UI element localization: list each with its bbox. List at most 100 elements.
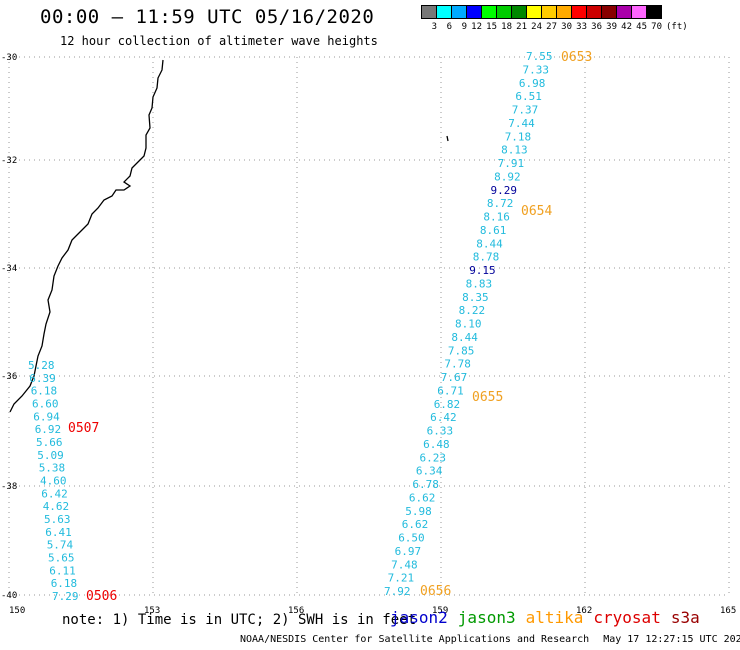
lon-tick-label: 150 [9,606,25,616]
wave-height-label: 9.29 [491,184,518,197]
wave-height-label: 8.22 [459,304,486,317]
wave-height-label: 8.61 [480,224,507,237]
satellite-legend: jason2 jason3 altika cryosat s3a [390,608,710,627]
legend-label: 27 [546,22,557,32]
legend-label: 36 [591,22,602,32]
legend-label: 18 [501,22,512,32]
wave-height-label: 6.97 [395,545,422,558]
legend-unit: (ft) [666,22,688,32]
wave-height-label: 6.51 [515,90,542,103]
wave-height-label: 8.44 [476,237,503,250]
legend-label: 9 [461,22,467,32]
satellite-cryosat: cryosat [593,608,661,627]
wave-height-label: 6.60 [32,398,59,411]
wave-height-label: 6.71 [437,384,464,397]
wave-height-label: 8.78 [473,251,500,264]
islet [446,135,449,142]
pass-time-label: 0653 [561,50,592,65]
map-subtitle: 12 hour collection of altimeter wave hei… [60,34,378,48]
map-title: 00:00 – 11:59 UTC 05/16/2020 [40,6,375,28]
lat-tick-label: -40 [1,591,17,601]
legend-label: 45 [636,22,647,32]
wave-height-label: 9.15 [469,264,496,277]
wave-height-label: 6.98 [519,77,546,90]
legend-label: 70 [651,22,662,32]
wave-height-label: 7.29 [52,590,79,603]
wave-height-label: 4.62 [43,500,69,513]
wave-height-label: 7.85 [448,344,475,357]
lon-tick-label: 159 [432,606,448,616]
pass-time-label: 0654 [521,204,552,219]
wave-height-label: 8.35 [462,291,489,304]
note-text: note: 1) Time is in UTC; 2) SWH is in fe… [62,612,417,628]
wave-height-label: 5.09 [37,449,64,462]
wave-height-label: 6.18 [51,577,77,590]
lat-tick-label: -38 [1,482,17,492]
wave-height-label: 6.62 [402,518,429,531]
wave-height-label: 6.48 [423,438,450,451]
wave-height-label: 6.41 [45,526,72,539]
wave-height-label: 5.98 [405,505,432,518]
wave-height-label: 6.39 [29,372,56,385]
wave-height-label: 7.67 [441,371,468,384]
wave-height-label: 7.44 [508,117,535,130]
lat-tick-label: -36 [1,372,17,382]
legend-label: 21 [516,22,527,32]
wave-height-label: 7.21 [388,572,415,585]
graticule [8,56,730,596]
legend-label: 39 [606,22,617,32]
pass-time-label: 0656 [420,584,451,599]
wave-height-label: 8.13 [501,144,527,157]
wave-height-label: 7.91 [498,157,524,170]
legend-swatch [646,5,662,19]
legend-label: 15 [486,22,497,32]
legend-swatches [421,5,688,19]
pass-time-label: 0655 [472,390,503,405]
wave-height-label: 8.16 [483,211,510,224]
altimeter-tracks: 7.557.336.986.517.377.447.188.137.918.92… [28,50,592,604]
footer: NOAA/NESDIS Center for Satellite Applica… [240,634,740,645]
wave-height-label: 6.94 [33,410,60,423]
wave-height-label: 7.33 [523,63,550,76]
lon-tick-label: 165 [720,606,736,616]
coastline [9,59,164,413]
satellite-altika: altika [525,608,584,627]
satellite-jason3: jason3 [457,608,516,627]
wave-height-label: 8.92 [494,170,520,183]
wave-height-label: 6.11 [49,564,76,577]
wave-height-label: 6.62 [409,491,436,504]
legend-labels: 3 6 9 12 15 18 21 24 27 30 33 36 39 42 45 70 (ft) [422,22,688,32]
lon-tick-label: 162 [576,606,592,616]
wave-height-label: 6.42 [41,487,68,500]
wave-height-label: 5.63 [44,513,71,526]
wave-height-label: 4.60 [40,475,67,488]
legend-label: 12 [471,22,482,32]
wave-height-label: 6.50 [398,532,425,545]
wave-height-label: 6.78 [412,478,439,491]
lon-tick-label: 156 [288,606,304,616]
wave-height-label: 6.33 [427,425,454,438]
wave-height-label: 7.48 [391,558,418,571]
color-legend: 3 6 9 12 15 18 21 24 27 30 33 36 39 42 45 70 (ft) [421,5,688,32]
wave-height-label: 5.74 [47,539,74,552]
wave-height-label: 6.23 [420,451,447,464]
wave-height-label: 8.72 [487,197,514,210]
wave-height-label: 6.82 [434,398,461,411]
axis-ticks: 150 153 156 159 162 165 -30 -32 -34 -36 -38 -40 [1,53,736,616]
agency-credit: NOAA/NESDIS Center for Satellite Applica… [240,634,590,645]
lon-tick-label: 153 [144,606,160,616]
generated-timestamp: May 17 12:27:15 UTC 2020 [603,634,740,645]
legend-label: 24 [531,22,542,32]
wave-height-label: 5.65 [48,552,75,565]
wave-height-label: 7.92 [384,585,411,598]
satellite-jason2: jason2 [390,608,448,627]
lat-tick-label: -30 [1,53,17,63]
wave-height-label: 8.10 [455,318,482,331]
lat-tick-label: -34 [1,264,17,274]
wave-height-label: 6.34 [416,465,443,478]
wave-height-label: 7.37 [512,104,539,117]
legend-label: 33 [576,22,587,32]
wave-height-label: 6.92 [35,423,62,436]
wave-height-label: 5.66 [36,436,63,449]
